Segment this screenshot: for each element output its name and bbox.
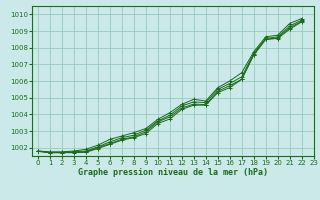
- X-axis label: Graphe pression niveau de la mer (hPa): Graphe pression niveau de la mer (hPa): [78, 168, 268, 177]
